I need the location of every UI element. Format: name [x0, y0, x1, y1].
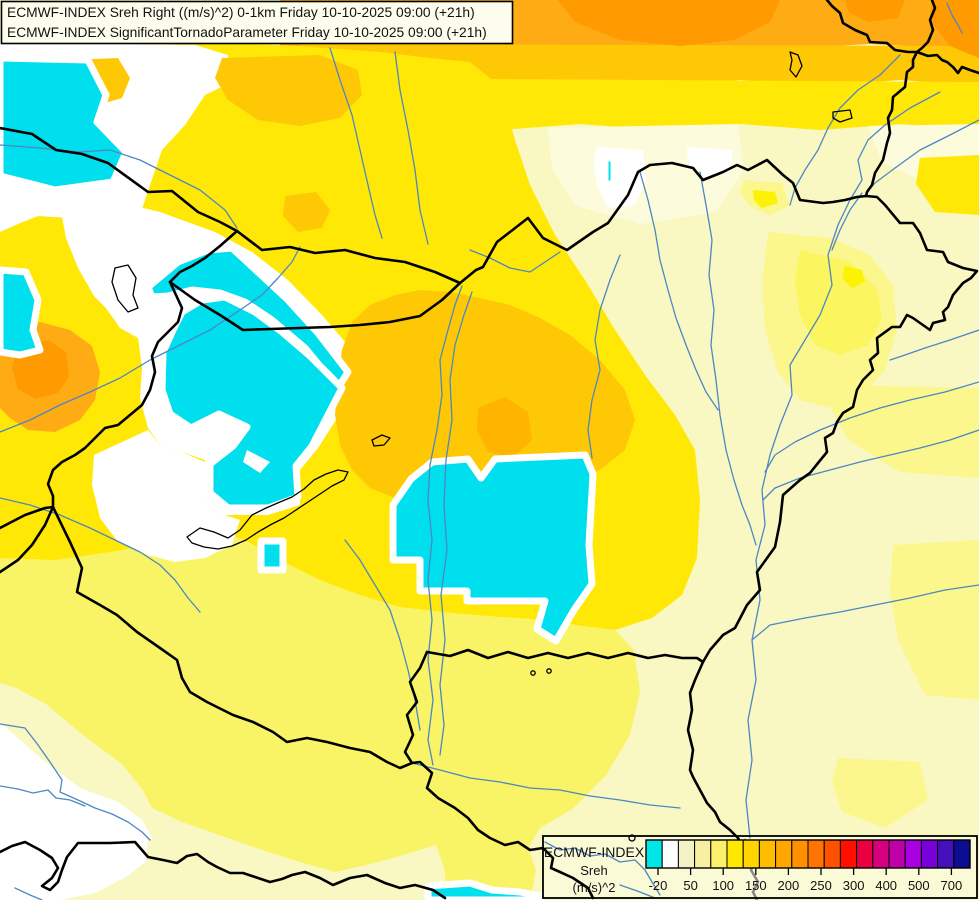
lakes: [111, 51, 853, 842]
colorbar-tick-label: 150: [745, 878, 767, 893]
colorbar-cell: [807, 839, 825, 869]
colorbar-cell: [872, 839, 890, 869]
colorbar-cell: [775, 839, 793, 869]
colorbar-cell: [710, 839, 728, 869]
border-hungary-croatia: [51, 505, 414, 770]
colorbar-tick-label: -20: [649, 878, 668, 893]
lake-velence-outline: [371, 434, 391, 447]
colorbar-cell: [839, 839, 858, 869]
colorbar-cell: [694, 839, 712, 869]
colorbar-cell: [937, 839, 955, 869]
colorbar-cell: [953, 839, 971, 869]
border-northwest: [0, 126, 462, 285]
border-hungary-serbia: [425, 648, 705, 664]
border-croatia-bosnia: [0, 840, 447, 900]
danube-river: [427, 285, 463, 766]
colorbar-cell: [726, 839, 744, 869]
colorbar-cell: [888, 839, 906, 869]
colorbar-tick-label: 400: [875, 878, 897, 893]
legend-units: (m/s)^2: [573, 880, 616, 895]
colorbar-cell: [677, 839, 696, 869]
colorbar-tick-label: 700: [941, 878, 963, 893]
colorbar-tick-label: 100: [712, 878, 734, 893]
colorbar-cell: [742, 839, 760, 869]
south-mid-yellow-region: [0, 528, 640, 900]
colorbar-cell: [645, 839, 663, 869]
colorbar-tick-label: 250: [810, 878, 832, 893]
colorbar-tick-label: 500: [908, 878, 930, 893]
colorbar-frame: [645, 839, 971, 869]
colorbar-cell: [856, 839, 874, 869]
colorbar-tick-label: 200: [778, 878, 800, 893]
colorbar-ticks: -20 50 100 150 200 250 300 400 500 700: [649, 868, 963, 893]
lake-neusiedl-outline: [111, 264, 139, 313]
central-orange-maximum: [335, 290, 635, 500]
title-line-2: ECMWF-INDEX SignificantTornadoParameter …: [7, 25, 487, 40]
legend-frame: [542, 835, 978, 899]
legend: -20 50 100 150 200 250 300 400 500 700 ECMWF-INDE…: [542, 835, 978, 899]
southwest-white-region: [0, 722, 152, 900]
title-line-1: ECMWF-INDEX Sreh Right ((m/s)^2) 0-1km F…: [7, 5, 475, 20]
colorbar-tick-label: 50: [683, 878, 697, 893]
colorbar-cell: [920, 839, 939, 869]
border-croatia-serbia: [403, 650, 595, 900]
tisza-river: [745, 91, 941, 839]
border-hungary-ukraine: [864, 50, 919, 198]
colorbar-tick-label: 300: [843, 878, 865, 893]
south-central-cyan-region: [389, 451, 597, 645]
lake-balaton-outline: [186, 469, 349, 550]
legend-parameter: Sreh: [580, 863, 607, 878]
colorbar-cell: [904, 839, 922, 869]
colorbar-cell: [823, 839, 841, 869]
colorbar-cell: [791, 839, 809, 869]
border-hungary-slovakia: [458, 158, 868, 285]
border-hungary-romania: [686, 194, 979, 847]
colorbar-cell: [758, 839, 777, 869]
bakony-cyan-region: [158, 293, 346, 512]
colorbar-cell: [661, 839, 679, 869]
title-background: [0, 0, 514, 45]
legend-title: ECMWF-INDEX: [544, 844, 645, 860]
border-austria-hungary: [46, 229, 239, 509]
title-box: ECMWF-INDEX Sreh Right ((m/s)^2) 0-1km F…: [0, 0, 514, 45]
colorbar: [645, 839, 971, 869]
